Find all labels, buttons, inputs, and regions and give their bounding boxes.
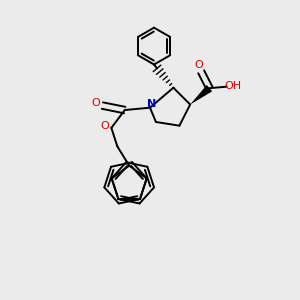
Polygon shape bbox=[190, 85, 212, 104]
Text: O: O bbox=[100, 122, 109, 131]
Text: N: N bbox=[147, 99, 156, 109]
Text: O: O bbox=[194, 60, 203, 70]
Text: OH: OH bbox=[225, 81, 242, 91]
Text: O: O bbox=[92, 98, 100, 108]
